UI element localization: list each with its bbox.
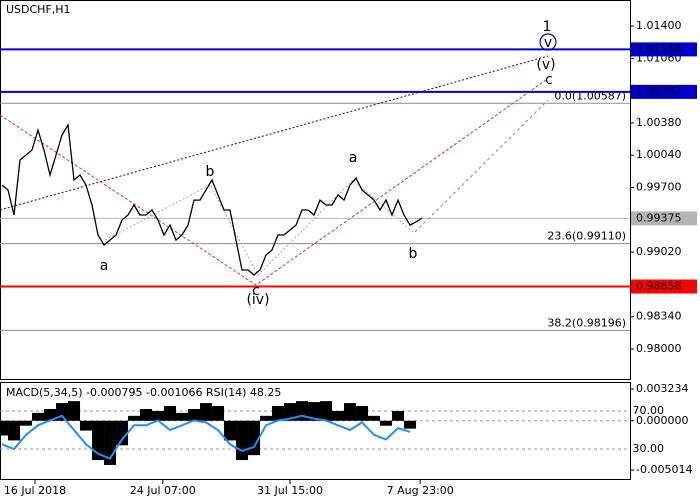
indicator-title: MACD(5,34,5) -0.000795 -0.001066 RSI(14)… [6,386,281,399]
price-line-series [1,123,423,276]
fib-label: 38.2(0.98196) [547,316,626,329]
macd-bar [188,408,201,421]
x-tick-label: 31 Jul 15:00 [257,484,323,497]
macd-bar [200,403,213,421]
macd-bar [344,403,357,421]
price-tag-label: 1.01154 [636,42,682,55]
macd-bar [20,420,33,426]
macd-bar [32,412,45,421]
wave-label: (iv) [246,292,269,308]
wave-label: b [206,164,215,180]
macd-bar [272,406,285,421]
y2-tick-label: 30.00 [633,442,665,455]
macd-bar [212,406,225,421]
macd-bar [164,406,177,421]
wave-label: 1 [543,19,552,35]
y-tick-label: 1.00040 [636,148,682,161]
macd-bar [80,420,93,431]
x-tick-label: 16 Jul 2018 [4,484,66,497]
y-tick-label: 0.000000 [636,414,689,427]
main-panel [0,0,631,380]
wave-label: v [544,35,552,51]
macd-bar [308,402,321,421]
wave-guide [257,179,414,276]
rsi-line [1,414,411,460]
macd-bar [260,415,273,421]
y-tick-label: 1.00380 [636,116,682,129]
wave-label: a [100,258,109,274]
y-tick-label: 0.98340 [636,310,682,323]
price-tag [631,211,697,226]
macd-bar [248,420,261,456]
x-tick-label: 24 Jul 07:00 [130,484,196,497]
y-tick-label: 0.98000 [636,342,682,355]
y-tick-label: 0.003234 [636,382,689,395]
macd-bar [116,420,129,446]
wave-label: a [349,150,358,166]
price-tag [631,42,697,57]
macd-bar [0,420,9,436]
wave-label: c [545,72,553,88]
macd-bar [68,401,81,421]
macd-bar [140,408,153,421]
y-tick-label: -0.005014 [636,463,692,476]
price-tag-label: 0.99375 [636,211,682,224]
wave-guide [0,79,547,286]
fib-label: 23.6(0.99110) [547,230,626,243]
wave-label: (v) [536,57,555,73]
price-tag-label: 1.00707 [636,85,682,98]
chart-title: USDCHF,H1 [6,3,71,16]
y-tick-label: 0.99020 [636,245,682,258]
macd-bar [236,420,249,461]
macd-bar [8,420,21,441]
macd-bar [152,410,165,421]
macd-bar [380,420,393,426]
macd-bar [332,410,345,421]
wave-guide [414,99,549,233]
macd-bar [128,415,141,421]
macd-bar [320,401,333,421]
y-tick-label: 1.01400 [636,19,682,32]
macd-bar [44,408,57,421]
y2-tick-label: 70.00 [633,404,665,417]
macd-bar [284,403,297,421]
macd-bar [404,420,417,429]
price-tag [631,84,697,99]
macd-bar [368,415,381,421]
macd-bar [392,410,405,421]
x-tick-label: 7 Aug 23:00 [387,484,454,497]
price-tag-label: 0.98658 [636,280,682,293]
price-tag [631,279,697,294]
macd-bar [176,412,189,421]
macd-bar [224,420,237,441]
y-tick-label: 0.99700 [636,181,682,194]
wave-label: c [252,283,260,299]
wave-label: b [409,246,418,262]
wave-guide [0,55,549,211]
macd-bar [356,406,369,421]
